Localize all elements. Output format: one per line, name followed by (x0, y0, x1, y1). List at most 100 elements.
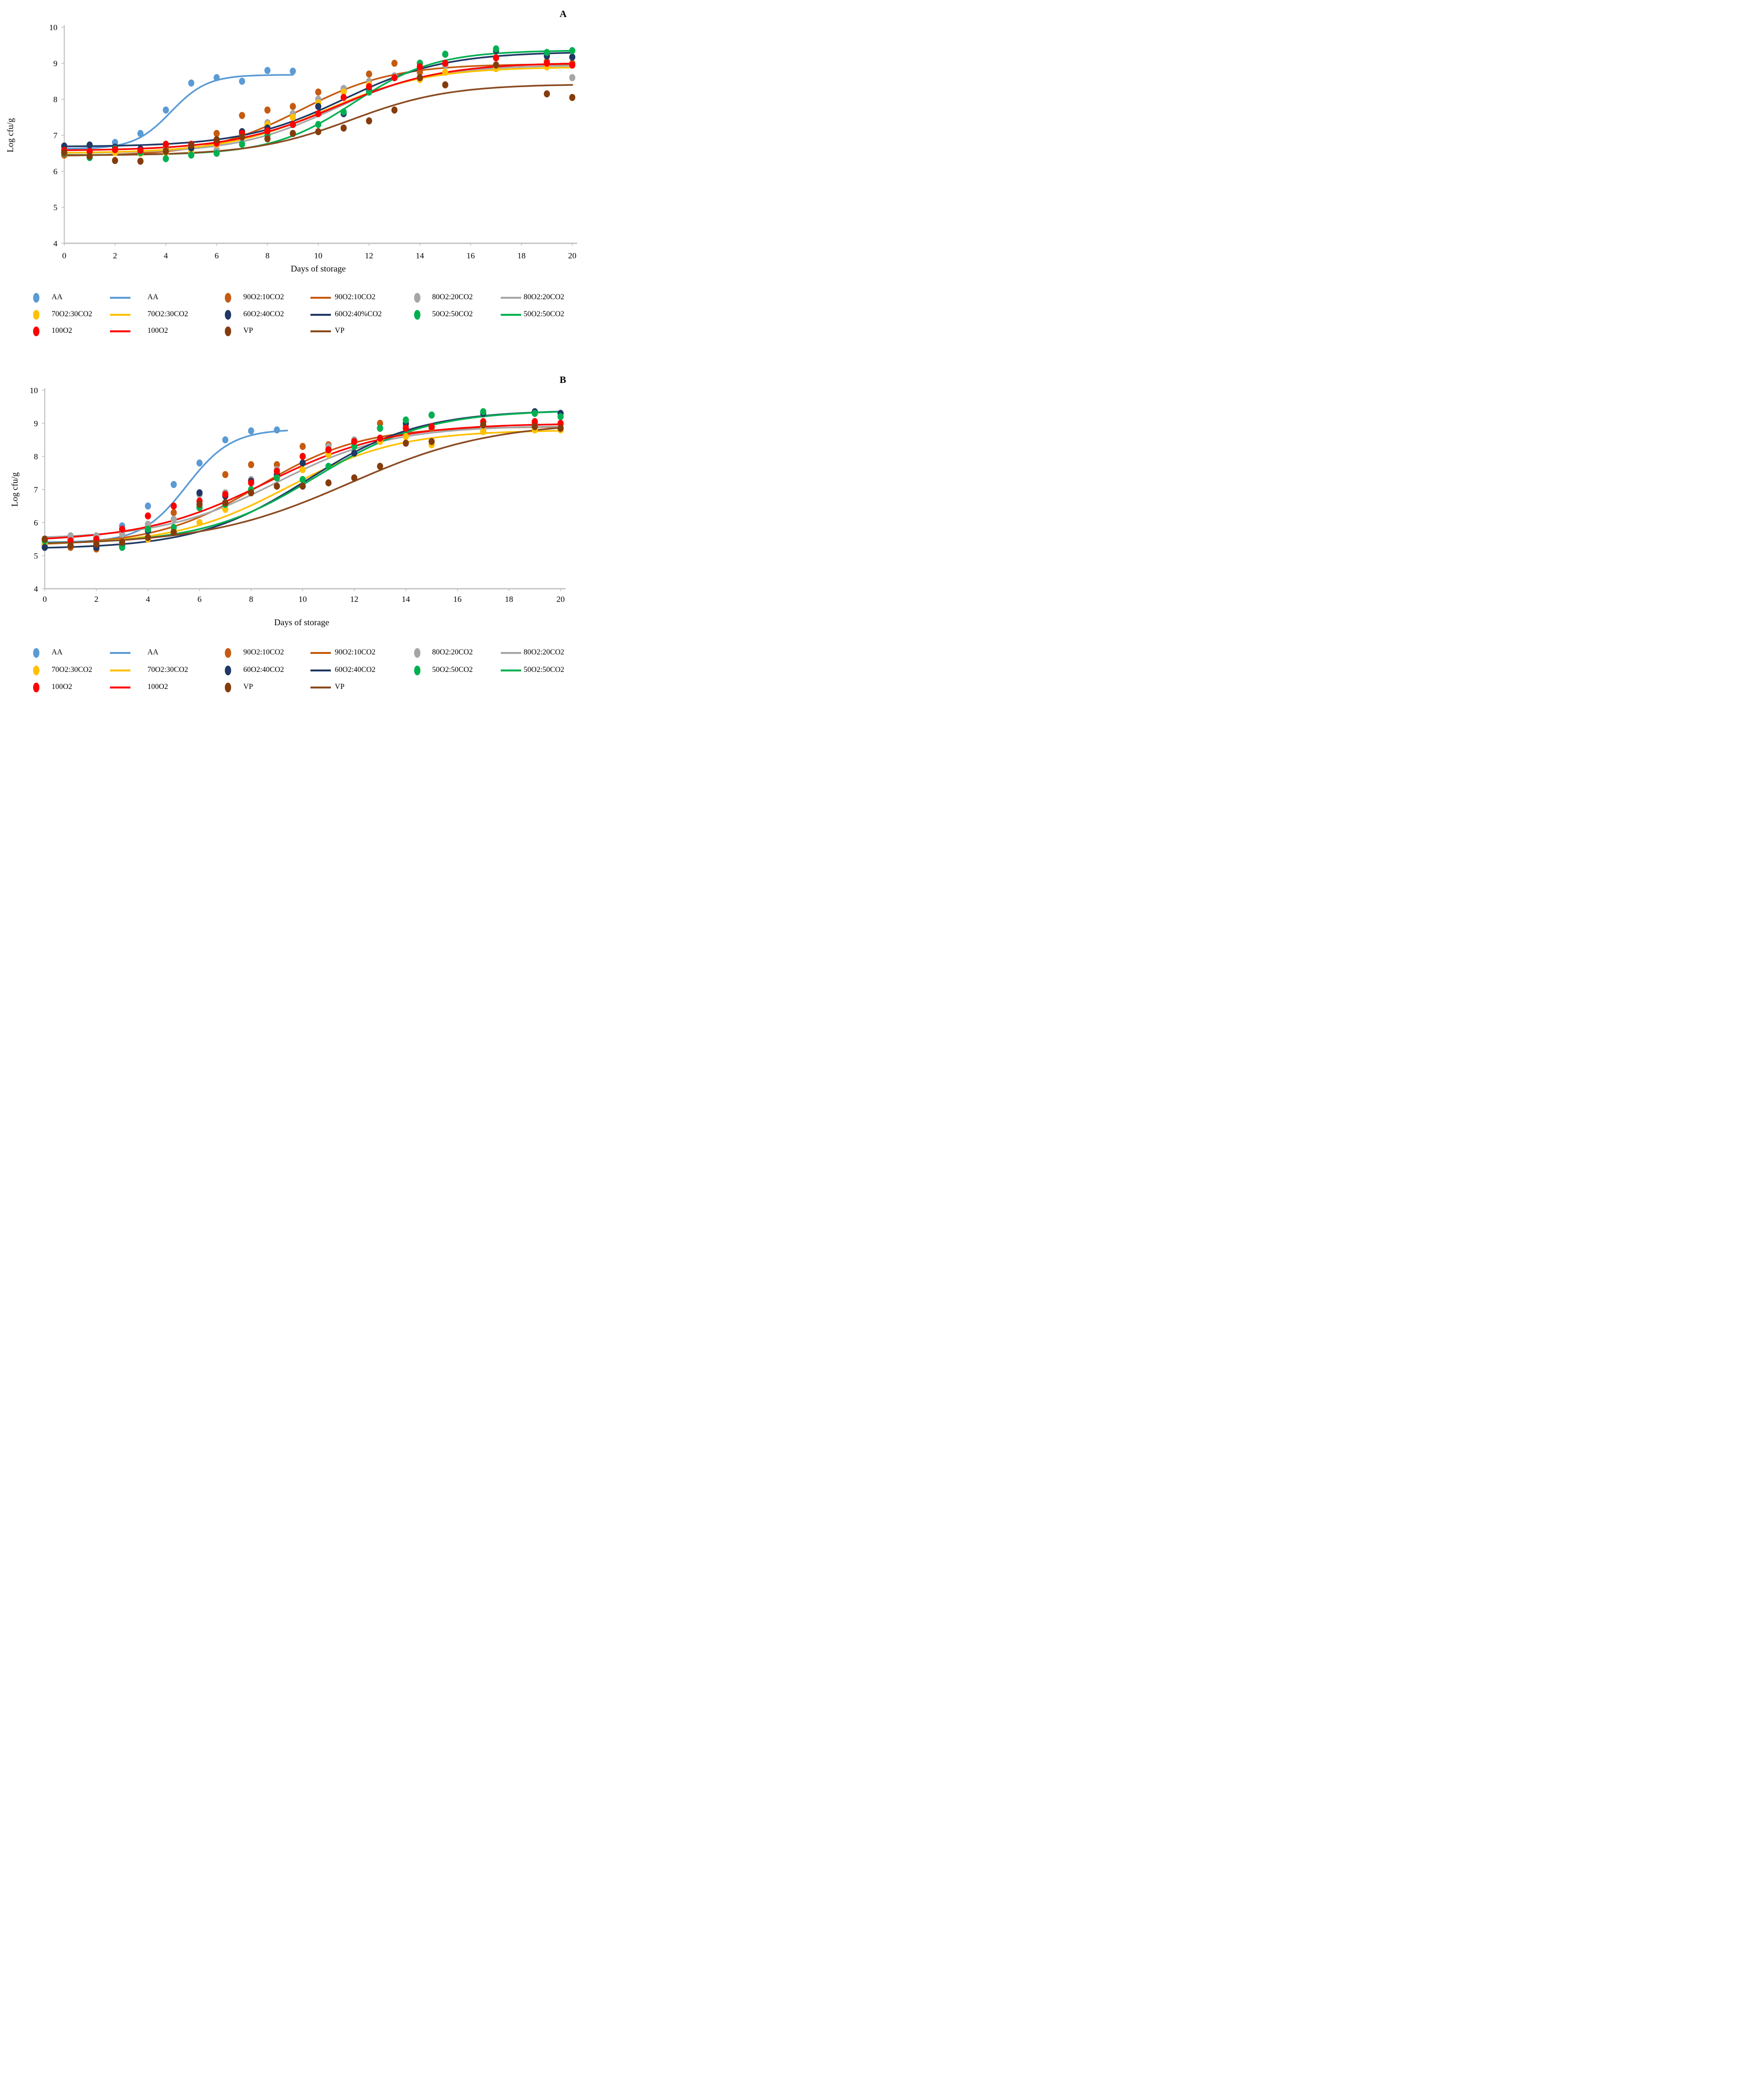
point-50O2:50CO2-day5 (170, 524, 177, 531)
point-AA-day6 (196, 459, 203, 467)
point-50O2:50CO2-day10 (299, 476, 306, 483)
x-tick-label: 18 (505, 595, 513, 604)
point-100O2-day7 (222, 490, 229, 498)
legend-point-marker (225, 326, 231, 336)
point-50O2:50CO2-day13 (377, 424, 383, 432)
data-points (41, 408, 564, 553)
legend-point-marker (225, 648, 231, 658)
point-VP-day11 (325, 479, 332, 487)
x-tick-label: 16 (467, 251, 475, 260)
legend-item-80O2-20CO2: 80O2:20CO2 (0, 292, 588, 303)
point-60O2:40CO2-day0 (41, 543, 48, 551)
x-tick-label: 20 (557, 595, 565, 604)
point-90O2:10CO2-day12 (366, 70, 372, 78)
figure-two-panel-growth-curves: 4 5 6 7 8 9 10 0 2 4 6 8 10 12 14 16 18 20 Days of storage… (0, 0, 588, 699)
point-VP-day12 (366, 117, 372, 125)
legend-line-marker (110, 687, 130, 688)
point-VP-day7 (239, 133, 245, 141)
point-VP-day2 (112, 157, 118, 164)
panel-a-label: A (560, 9, 567, 19)
fit-line-VP (44, 427, 562, 544)
point-VP-day3 (119, 539, 126, 546)
x-tick-label: 8 (249, 595, 254, 604)
point-100O2-day20 (569, 61, 576, 69)
point-100O2-day12 (366, 83, 372, 90)
legend-item-90O2-10CO2: 90O2:10CO2 (0, 292, 588, 303)
legend-item-50O2-50CO2: 50O2:50CO2 (0, 309, 588, 320)
legend-point-marker (33, 293, 39, 303)
point-100O2-day9 (273, 468, 280, 475)
point-50O2:50CO2-day11 (325, 463, 332, 470)
legend-label: 70O2:30CO2 (147, 666, 188, 674)
legend-label: 60O2:40%CO2 (335, 310, 382, 318)
legend-item-90O2-10CO2: 90O2:10CO2 (0, 648, 588, 658)
y-tick-label: 5 (34, 551, 38, 561)
legend-label: 90O2:10CO2 (335, 293, 376, 301)
point-50O2:50CO2-day15 (428, 411, 435, 419)
legend-label: 60O2:40CO2 (335, 666, 376, 674)
point-80O2:20CO2-day4 (145, 521, 151, 528)
y-axis-title: Log cfu/g (10, 472, 19, 506)
legend-label: 80O2:20CO2 (432, 293, 473, 301)
point-100O2-day9 (290, 121, 296, 128)
point-VP-day8 (248, 489, 255, 497)
point-50O2:50CO2-day11 (340, 108, 347, 116)
y-tick-label: 4 (54, 239, 58, 248)
point-VP-day1 (67, 542, 74, 549)
legend-item-100O2: 100O2 (0, 326, 588, 337)
legend-item-60O2-40CO2: 60O2:40CO2 (0, 665, 588, 676)
chart-b: 4 5 6 7 8 9 10 0 2 4 6 8 10 12 14 16 18 20 Days of storage… (10, 386, 565, 627)
points-100O2 (41, 418, 564, 544)
point-100O2-day2 (112, 146, 118, 153)
x-tick-label: 14 (402, 595, 411, 604)
point-70O2:30CO2-day17 (480, 428, 487, 435)
legend-item-90O2-10CO2: 90O2:10CO2 (0, 292, 588, 303)
legend-item-50O2-50CO2: 50O2:50CO2 (0, 665, 588, 676)
point-AA-day8 (248, 427, 255, 434)
y-tick-label: 10 (30, 386, 38, 395)
point-100O2-day4 (145, 512, 151, 520)
legend-label: VP (243, 326, 253, 335)
legend-line-marker (501, 652, 521, 654)
legend-label: 90O2:10CO2 (243, 293, 284, 301)
x-tick-label: 2 (113, 251, 117, 260)
points-VP (41, 421, 564, 549)
point-VP-day20 (569, 94, 576, 101)
axes: 4 5 6 7 8 9 10 0 2 4 6 8 10 12 14 16 18 20 (30, 386, 565, 604)
panel-b-label: B (560, 375, 566, 385)
point-70O2:30CO2-day11 (325, 451, 332, 458)
legend-point-marker (33, 326, 39, 336)
legend-label: VP (243, 683, 253, 691)
point-100O2-day15 (428, 423, 435, 431)
legend-line-marker (310, 297, 331, 299)
point-70O2:30CO2-day6 (196, 519, 203, 526)
point-VP-day15 (442, 81, 449, 89)
legend-item-AA: AA (0, 648, 588, 658)
point-VP-day14 (402, 439, 409, 447)
legend-item-VP: VP (0, 326, 588, 337)
legend-label: AA (52, 293, 63, 301)
legend-label: 50O2:50CO2 (524, 310, 564, 318)
y-tick-label: 6 (54, 167, 58, 176)
legend-item-AA: AA (0, 292, 588, 303)
point-70O2:30CO2-day14 (402, 433, 409, 440)
legend-point-marker (414, 293, 420, 303)
point-VP-day1 (86, 152, 93, 160)
legend-item-100O2: 100O2 (0, 326, 588, 337)
point-50O2:50CO2-day19 (531, 410, 538, 417)
point-80O2:20CO2-day3 (119, 530, 126, 538)
point-70O2:30CO2-day10 (299, 466, 306, 473)
legend-item-60O2-40-CO2: 60O2:40%CO2 (0, 309, 588, 320)
point-90O2:10CO2-day8 (264, 106, 271, 114)
y-tick-label: 7 (54, 131, 58, 140)
point-AA-day7 (239, 77, 245, 85)
legend-point-marker (414, 310, 420, 320)
point-100O2-day3 (119, 525, 126, 533)
y-tick-label: 8 (34, 452, 38, 461)
legend-line-marker (310, 687, 331, 688)
point-90O2:10CO2-day10 (315, 88, 322, 96)
legend-label: 90O2:10CO2 (243, 648, 284, 656)
x-tick-label: 16 (454, 595, 462, 604)
legend-line-marker (110, 297, 130, 299)
legend-label: 60O2:40CO2 (243, 666, 284, 674)
